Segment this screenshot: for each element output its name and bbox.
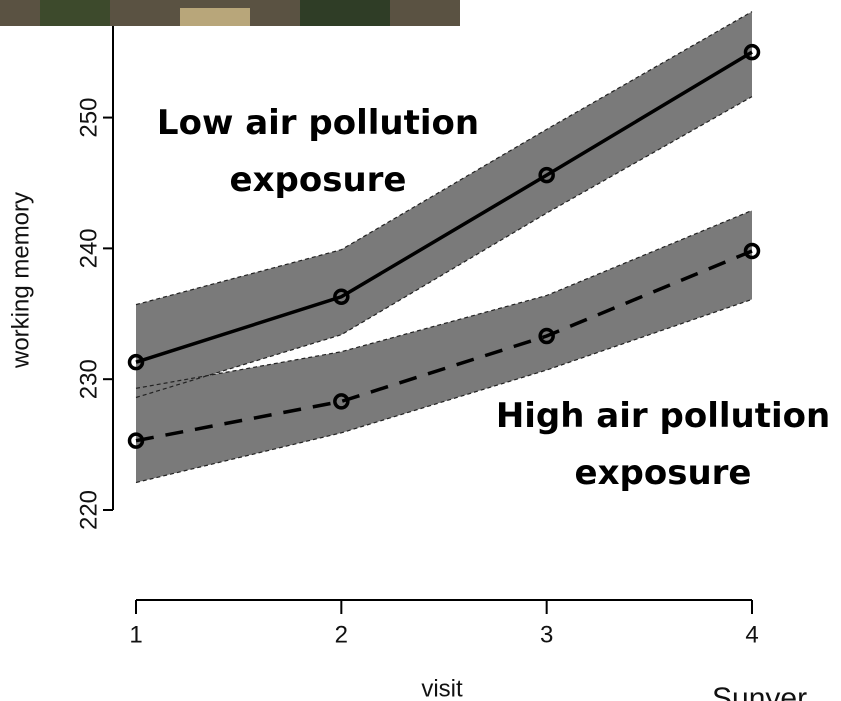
data-point	[333, 288, 350, 306]
data-point	[538, 327, 555, 345]
series-label: Low air pollution exposure	[156, 103, 480, 200]
band-edge	[135, 96, 753, 399]
x-tick-label: 4	[745, 621, 758, 648]
x-tick-label: 3	[540, 621, 553, 648]
x-tick-label: 1	[129, 621, 142, 648]
y-tick-label: 230	[75, 359, 102, 399]
y-tick-label: 240	[75, 228, 102, 268]
series-line	[135, 249, 753, 443]
confidence-band	[136, 11, 752, 398]
x-axis-label: visit	[421, 675, 463, 701]
band-edge	[135, 209, 753, 389]
data-point	[127, 432, 145, 449]
band-edge	[135, 11, 753, 306]
photo-fragment	[180, 8, 250, 26]
data-point	[743, 242, 761, 260]
y-axis-label: working memory	[7, 192, 34, 369]
photo-fragment	[300, 0, 390, 26]
series-line	[135, 50, 753, 364]
data-point	[333, 393, 350, 410]
data-point	[743, 43, 761, 61]
y-tick-label: 250	[75, 98, 102, 138]
y-tick-label: 220	[75, 490, 102, 530]
x-tick-label: 2	[335, 621, 348, 648]
series-label: High air pollution exposure	[495, 396, 831, 493]
data-point	[127, 353, 145, 371]
photo-fragment	[40, 0, 110, 26]
confidence-band	[136, 210, 752, 483]
band-edge	[135, 298, 753, 484]
data-point	[538, 166, 555, 184]
credit: Sunyer	[712, 682, 807, 701]
